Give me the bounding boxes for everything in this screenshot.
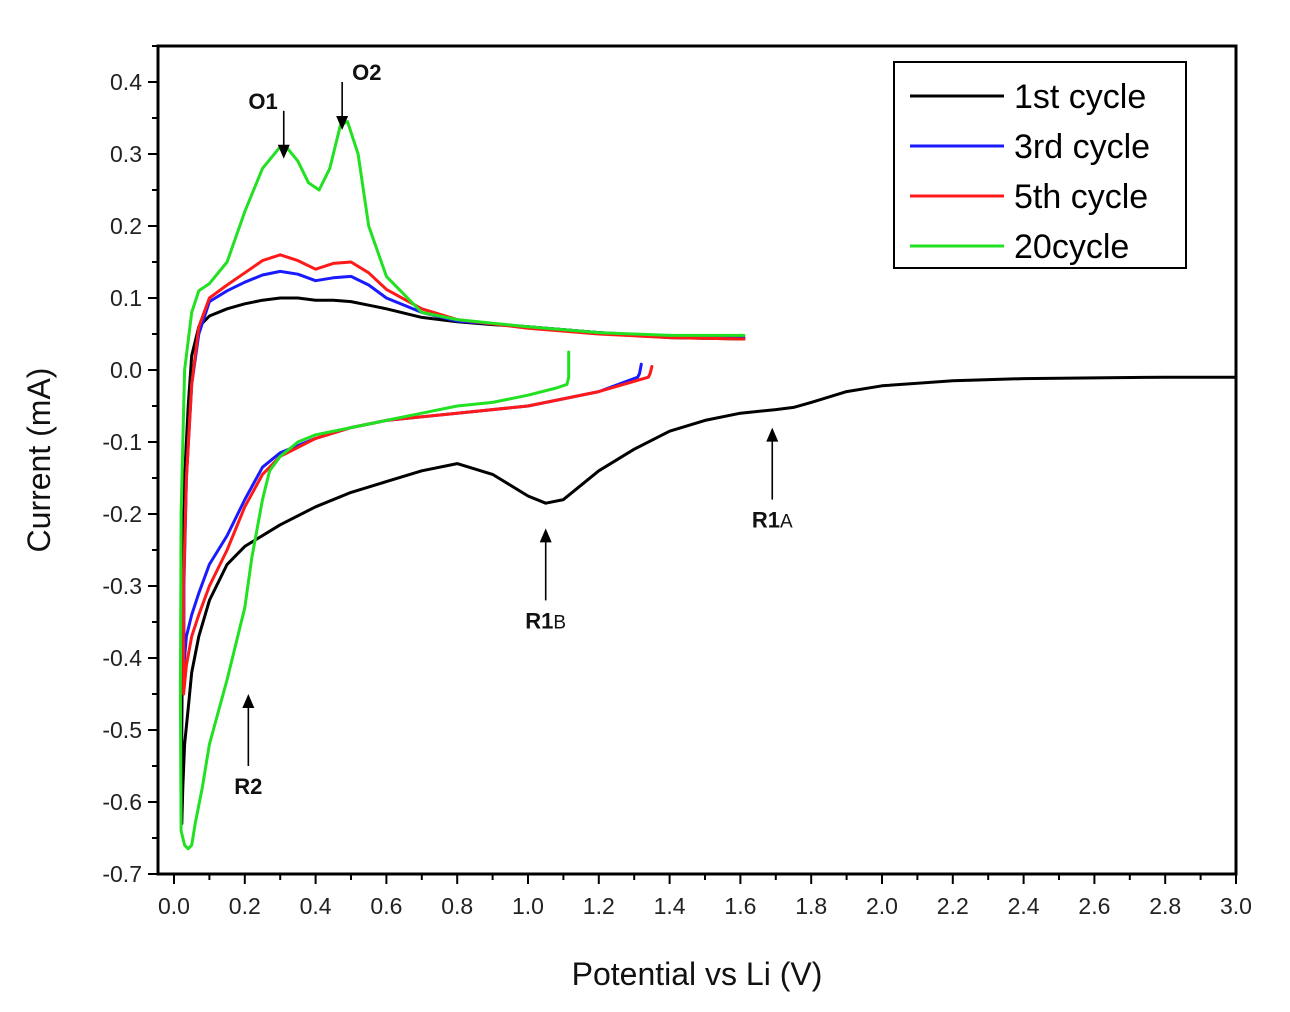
y-tick-label: -0.4: [102, 645, 142, 671]
plot-frame: [156, 44, 1238, 876]
annotation-arrow-head: [277, 144, 290, 159]
y-tick-label: 0.0: [110, 357, 142, 383]
y-tick-label: 0.1: [110, 285, 142, 311]
x-tick-label: 2.0: [866, 893, 898, 919]
x-tick-label: 1.4: [654, 893, 686, 919]
annotation-r1b: R1B: [525, 528, 566, 633]
annotation-arrow-head: [539, 528, 552, 543]
x-tick-label: 2.6: [1078, 893, 1110, 919]
x-tick-label: 3.0: [1220, 893, 1252, 919]
series-line-0: [180, 296, 1238, 826]
x-tick-label: 0.8: [441, 893, 473, 919]
annotations: O1 O2 R1A R1B R2: [234, 60, 793, 799]
x-tick-label: 2.8: [1149, 893, 1181, 919]
x-tick-label: 1.0: [512, 893, 544, 919]
x-tick-label: 2.4: [1008, 893, 1040, 919]
y-axis: -0.7 -0.6 -0.5 -0.4 -0.3 -0.2 -0.1 0.0 0.1 0.2 0.3…: [102, 45, 158, 887]
y-tick-label: 0.2: [110, 213, 142, 239]
series-layer: [178, 120, 1238, 851]
y-tick-label: -0.5: [102, 717, 142, 743]
legend-label-0: 1st cycle: [1014, 78, 1146, 116]
y-tick-label: -0.1: [102, 429, 142, 455]
y-tick-label: 0.3: [110, 141, 142, 167]
annotation-o2: O2: [336, 60, 382, 130]
y-tick-label: 0.4: [110, 69, 142, 95]
x-tick-label: 0.0: [158, 893, 190, 919]
annotation-label-r1a: R1A: [752, 508, 793, 533]
annotation-arrow-head: [336, 116, 349, 130]
x-tick-label: 1.8: [795, 893, 827, 919]
annotation-label-r2: R2: [234, 774, 262, 799]
x-axis-title: Potential vs Li (V): [572, 956, 823, 992]
annotation-o1: O1: [248, 89, 290, 159]
y-axis-title: Current (mA): [21, 368, 57, 553]
annotation-r1a: R1A: [752, 427, 793, 533]
legend: 1st cycle 3rd cycle 5th cycle 20cycle: [893, 61, 1187, 269]
annotation-label-o1: O1: [248, 89, 277, 114]
legend-label-1: 3rd cycle: [1014, 128, 1150, 166]
annotation-arrow-head: [242, 694, 255, 708]
annotation-arrow-head: [766, 427, 779, 442]
y-tick-label: -0.7: [102, 861, 142, 887]
series-line-3: [178, 120, 746, 851]
annotation-r2: R2: [234, 694, 262, 799]
x-tick-label: 2.2: [937, 893, 969, 919]
x-axis: 0.0 0.2 0.4 0.6 0.8 1.0 1.2 1.4 1.6 1.8 2.0 2.2 2.4 2…: [158, 874, 1252, 919]
x-tick-label: 1.6: [724, 893, 756, 919]
y-tick-label: -0.3: [102, 573, 142, 599]
annotation-label-r1b: R1B: [525, 608, 566, 633]
x-tick-label: 0.4: [300, 893, 332, 919]
y-tick-label: -0.2: [102, 501, 142, 527]
legend-label-3: 20cycle: [1014, 228, 1129, 266]
legend-label-2: 5th cycle: [1014, 178, 1148, 216]
annotation-label-o2: O2: [352, 60, 381, 85]
y-tick-label: -0.6: [102, 789, 142, 815]
x-tick-label: 1.2: [583, 893, 615, 919]
x-tick-label: 0.6: [370, 893, 402, 919]
x-tick-label: 0.2: [229, 893, 261, 919]
